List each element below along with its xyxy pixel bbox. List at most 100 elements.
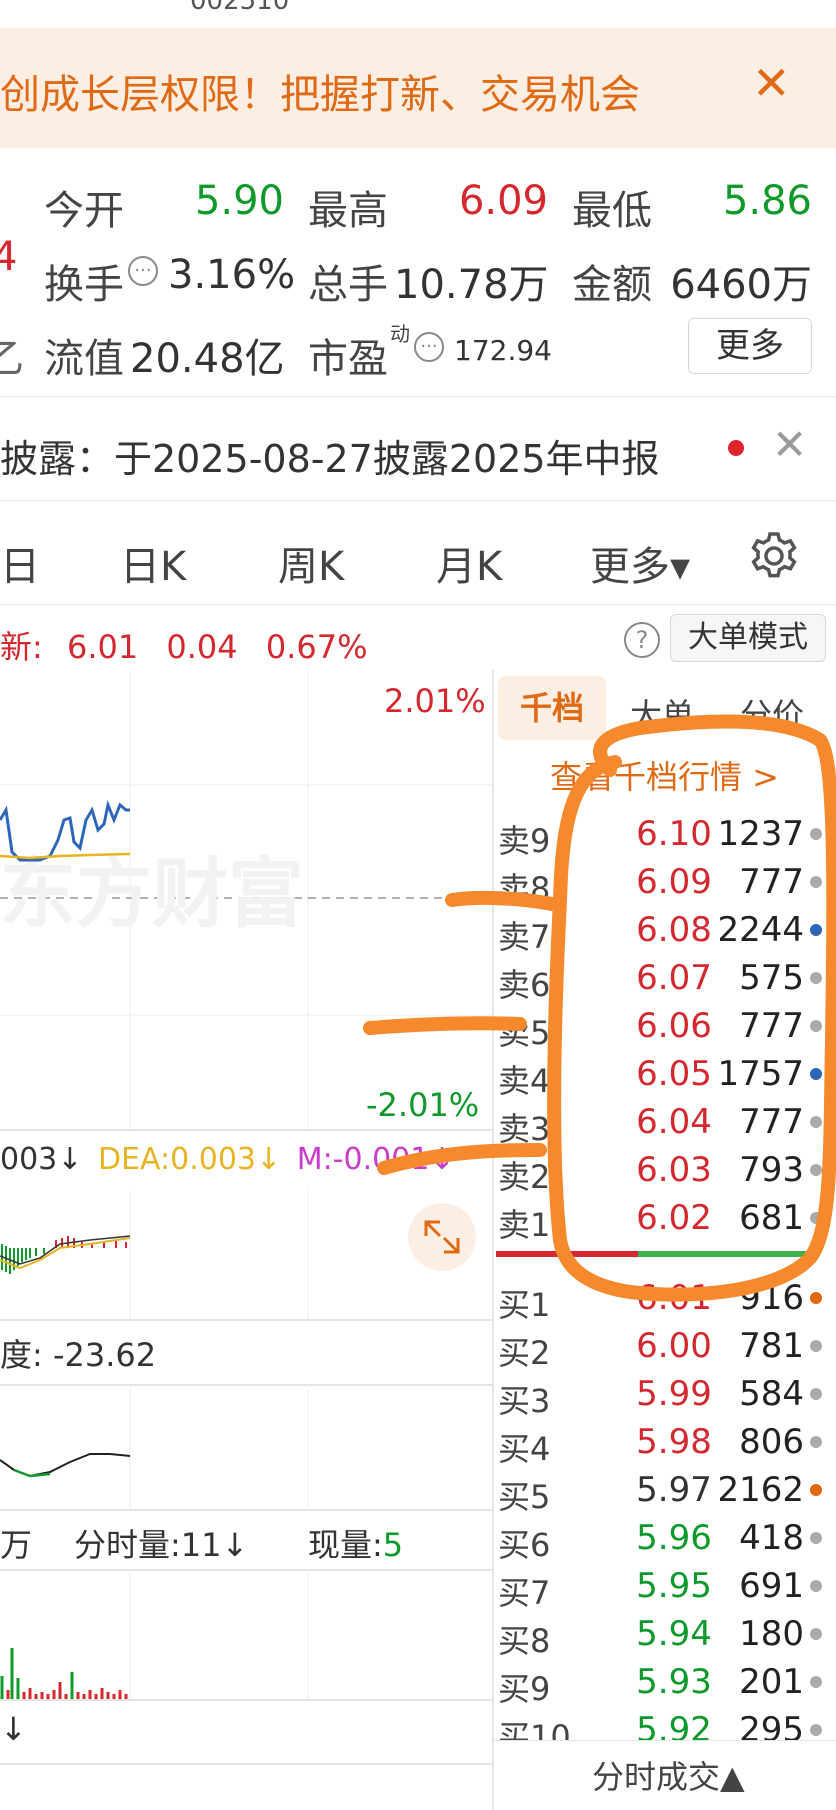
cut-label: 乙 bbox=[0, 336, 24, 382]
sell-dot bbox=[810, 924, 822, 936]
buy-dot bbox=[810, 1436, 822, 1448]
big-order-mode-button[interactable]: 大单模式 bbox=[670, 614, 826, 662]
time-sales-bar[interactable] bbox=[494, 1740, 836, 1810]
tab-orderbook-depth[interactable]: 千档 bbox=[498, 676, 606, 740]
price-line bbox=[0, 799, 130, 862]
tab-price-distribution[interactable]: 分价 bbox=[740, 696, 805, 734]
buy-label: 买5 bbox=[498, 1478, 551, 1516]
buy-dot bbox=[810, 1628, 822, 1640]
buy-volume: 806 bbox=[739, 1422, 804, 1462]
buy-dot bbox=[810, 1676, 822, 1688]
sell-volume: 575 bbox=[739, 958, 804, 998]
volume-current: 现量:5 bbox=[308, 1520, 403, 1566]
buy-dot bbox=[810, 1388, 822, 1400]
buy-price[interactable]: 5.94 bbox=[636, 1614, 712, 1654]
buy-dot bbox=[810, 1724, 822, 1736]
buy-volume: 180 bbox=[739, 1614, 804, 1654]
buy-label: 买8 bbox=[498, 1622, 551, 1660]
buy-dot bbox=[810, 1292, 822, 1304]
buy-label: 买7 bbox=[498, 1574, 551, 1612]
tab-day-cut[interactable]: 日 bbox=[0, 544, 40, 590]
sell-label: 卖9 bbox=[498, 822, 551, 860]
volume-current-label: 现量: bbox=[308, 1526, 383, 1564]
buy-volume: 2162 bbox=[717, 1470, 804, 1510]
volume-unit: 万 bbox=[0, 1526, 33, 1564]
promo-banner-text[interactable]: 创成长层权限！把握打新、交易机会 bbox=[0, 72, 640, 118]
stat-pe-label: 市盈 bbox=[308, 336, 388, 382]
buy-dot bbox=[810, 1484, 822, 1496]
buy-dot bbox=[810, 1580, 822, 1592]
sell-volume: 681 bbox=[739, 1198, 804, 1238]
watermark-text: 东方财富 bbox=[0, 849, 304, 938]
macd-dif: 003↓ bbox=[0, 1142, 83, 1177]
divider bbox=[0, 396, 836, 397]
pe-info-icon[interactable]: ··· bbox=[414, 332, 444, 362]
buy-volume: 781 bbox=[739, 1326, 804, 1366]
buy-volume: 201 bbox=[739, 1662, 804, 1702]
stat-turnover-value: 3.16% bbox=[168, 252, 296, 298]
sell-label: 卖2 bbox=[498, 1158, 551, 1196]
divider bbox=[0, 500, 836, 501]
latest-price: 6.01 bbox=[66, 628, 139, 666]
turnover-info-icon[interactable]: ··· bbox=[128, 256, 158, 286]
more-stats-button[interactable]: 更多 bbox=[688, 318, 812, 374]
buy-volume: 418 bbox=[739, 1518, 804, 1558]
stat-open-value: 5.90 bbox=[194, 178, 284, 224]
orderbook-ratio-buy bbox=[638, 1251, 818, 1257]
notice-unread-dot bbox=[728, 440, 744, 456]
buy-dot bbox=[810, 1532, 822, 1544]
buy-label: 买1 bbox=[498, 1286, 551, 1324]
buy-dot bbox=[810, 1340, 822, 1352]
sell-volume: 777 bbox=[739, 1006, 804, 1046]
latest-pct: 0.67% bbox=[265, 628, 368, 666]
cut-change-value: 4 bbox=[0, 234, 18, 280]
macd-legend: 003↓ DEA:0.003↓ M:-0.001↓ bbox=[0, 1142, 455, 1177]
buy-price[interactable]: 5.93 bbox=[636, 1662, 712, 1702]
sell-label: 卖4 bbox=[498, 1062, 551, 1100]
buy-price[interactable]: 6.00 bbox=[636, 1326, 712, 1366]
view-depth-link[interactable]: 查看千档行情 > bbox=[550, 758, 779, 796]
notice-close-icon[interactable]: ✕ bbox=[772, 420, 808, 469]
expand-icon bbox=[424, 1220, 460, 1254]
buy-volume: 691 bbox=[739, 1566, 804, 1606]
buy-price[interactable]: 5.96 bbox=[636, 1518, 712, 1558]
buy-price[interactable]: 5.95 bbox=[636, 1566, 712, 1606]
stat-float-value: 20.48亿 bbox=[130, 336, 285, 382]
buy-price[interactable]: 5.99 bbox=[636, 1374, 712, 1414]
panel-divider bbox=[492, 670, 494, 1810]
buy-volume: 584 bbox=[739, 1374, 804, 1414]
buy-price[interactable]: 5.97 bbox=[636, 1470, 712, 1510]
intraday-chart[interactable]: 东方财富 bbox=[0, 670, 492, 1810]
macd-m: M:-0.001↓ bbox=[296, 1142, 455, 1177]
help-icon[interactable]: ? bbox=[624, 622, 660, 658]
tab-month-k[interactable]: 月K bbox=[436, 544, 503, 590]
settings-gear-icon[interactable] bbox=[748, 530, 800, 582]
tab-week-k[interactable]: 周K bbox=[278, 544, 345, 590]
tab-big-orders[interactable]: 大单 bbox=[630, 696, 695, 734]
sell-volume: 777 bbox=[739, 1102, 804, 1142]
tab-day-k[interactable]: 日K bbox=[120, 544, 187, 590]
stat-volume-label: 总手 bbox=[308, 262, 388, 308]
promo-banner[interactable] bbox=[0, 28, 836, 148]
buy-volume: 916 bbox=[739, 1278, 804, 1318]
buy-label: 买3 bbox=[498, 1382, 551, 1420]
sell-label: 卖5 bbox=[498, 1014, 551, 1052]
disclosure-notice-text[interactable]: 披露：于2025-08-27披露2025年中报 bbox=[0, 437, 660, 481]
sell-volume: 1757 bbox=[717, 1054, 804, 1094]
banner-close-icon[interactable]: ✕ bbox=[752, 56, 791, 110]
avg-line bbox=[0, 852, 131, 860]
stat-high-value: 6.09 bbox=[458, 178, 548, 224]
sell-dot bbox=[810, 1068, 822, 1080]
stat-high-label: 最高 bbox=[308, 188, 388, 234]
stat-pe-value: 172.94 bbox=[454, 334, 552, 367]
sell-volume: 2244 bbox=[717, 910, 804, 950]
stat-volume-value: 10.78万 bbox=[394, 262, 549, 308]
time-sales-toggle[interactable]: 分时成交▲ bbox=[592, 1758, 745, 1796]
sell-label: 卖1 bbox=[498, 1206, 551, 1244]
orderbook-ratio-sell bbox=[496, 1251, 638, 1257]
buy-label: 买6 bbox=[498, 1526, 551, 1564]
sell-label: 卖6 bbox=[498, 966, 551, 1004]
tab-more[interactable]: 更多▾ bbox=[590, 544, 691, 590]
upper-pct-label: 2.01% bbox=[384, 682, 486, 720]
buy-price[interactable]: 5.98 bbox=[636, 1422, 712, 1462]
